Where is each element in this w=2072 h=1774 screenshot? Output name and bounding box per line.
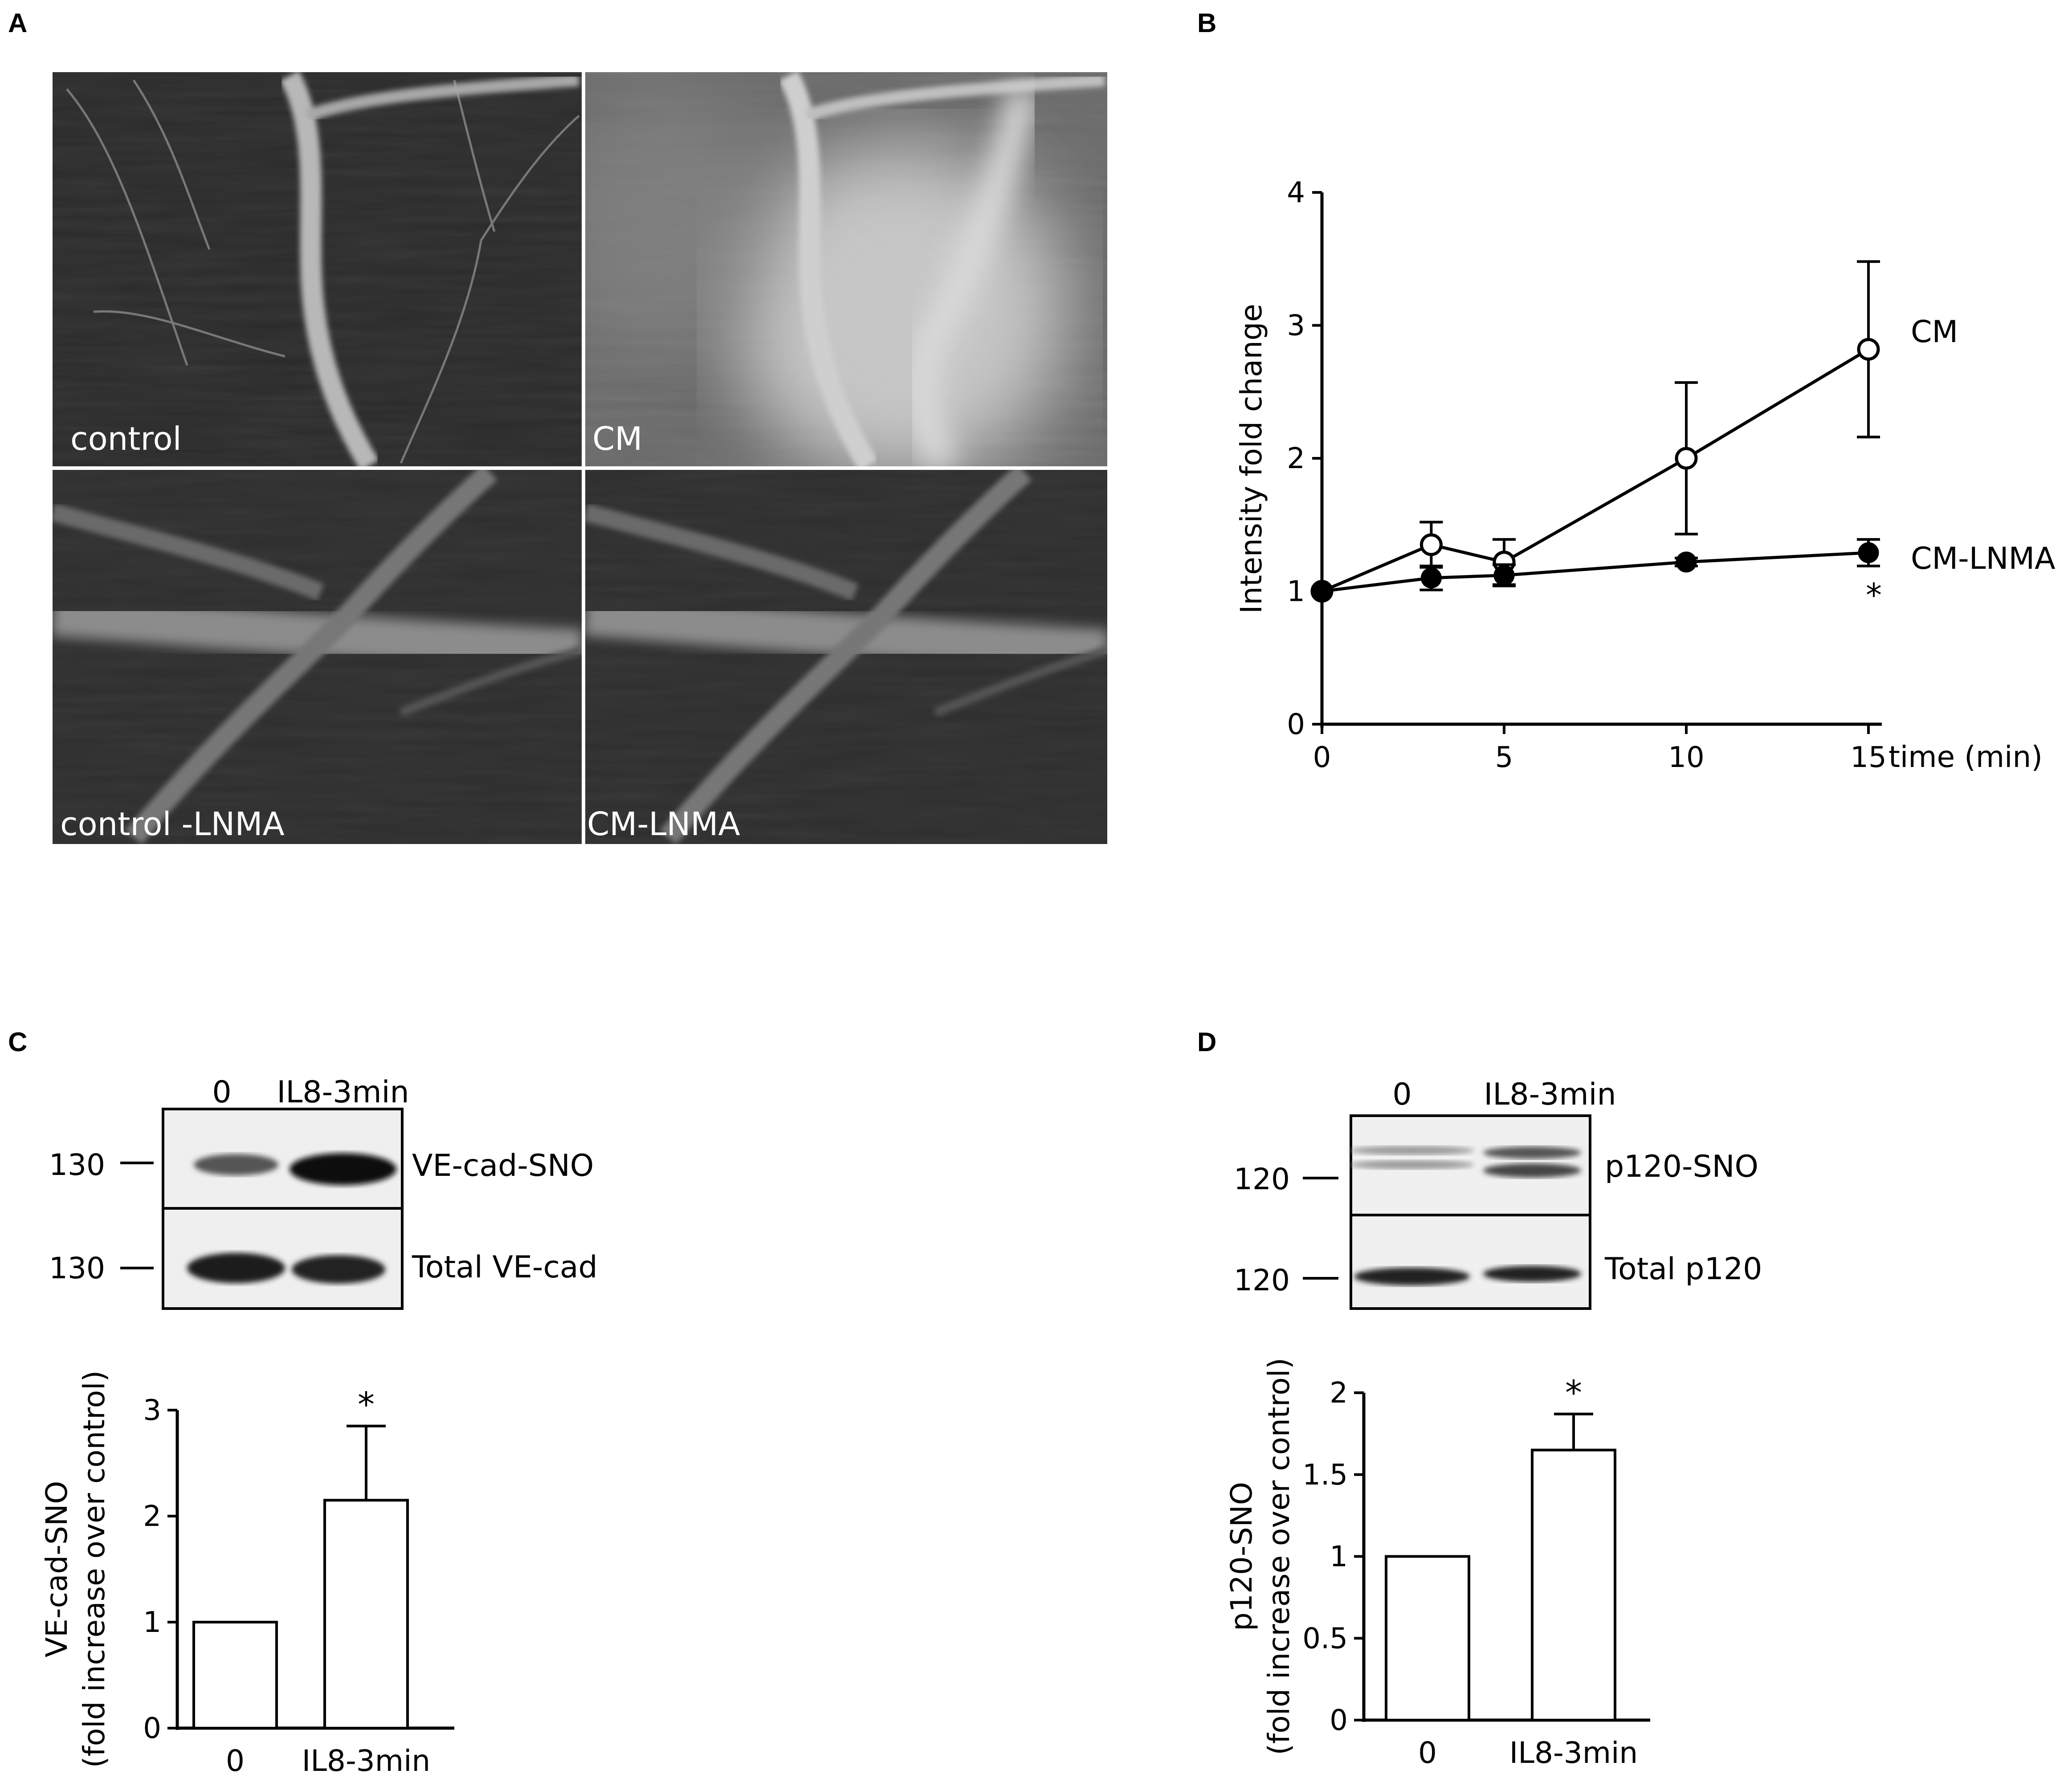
chart-b-point-1-0 xyxy=(1311,581,1333,602)
chart-b-point-0-4 xyxy=(1857,338,1880,361)
chart-b-point-0-1 xyxy=(1419,533,1443,556)
panel-letter-d: D xyxy=(1197,1027,1216,1057)
chart-b-xtick-label-1: 5 xyxy=(1495,741,1513,774)
chart-d-ytick-label-4: 2 xyxy=(1330,1377,1348,1410)
chart-b-xtick-label-2: 10 xyxy=(1668,741,1704,774)
chart-d-annotation: * xyxy=(1565,1373,1582,1412)
chart-b-line: 0 1 2 3 4 0 5 10 15 time (min) Intensity fold chan… xyxy=(1234,176,2056,774)
blot-c-lane-0: 0 xyxy=(212,1075,231,1110)
micrograph-grid: control CM control -LNMA xyxy=(51,70,1109,845)
blot-c-band-sno-0 xyxy=(194,1154,278,1175)
blot-c-marker-1: 130 xyxy=(49,1251,105,1285)
blot-c-band-total-1 xyxy=(292,1255,385,1284)
chart-b-point-1-2 xyxy=(1493,565,1515,586)
blot-d-lane-1: IL8-3min xyxy=(1484,1077,1616,1112)
chart-b-ytick-label-2: 2 xyxy=(1287,442,1305,475)
chart-c-ylabel-line-1: (fold increase over control) xyxy=(77,1370,111,1768)
chart-b-line-0 xyxy=(1321,348,1869,593)
blot-c-marker-0: 130 xyxy=(49,1148,105,1182)
chart-d-ytick-label-1: 0.5 xyxy=(1302,1622,1348,1655)
panel-letter-a: A xyxy=(8,8,27,38)
chart-c-xtick-label-1: IL8-3min xyxy=(302,1744,431,1774)
chart-b-xlabel: time (min) xyxy=(1888,740,2043,774)
chart-b-ytick-label-0: 0 xyxy=(1287,708,1305,741)
chart-c-bar-1 xyxy=(323,1499,409,1730)
micrograph-cm: CM xyxy=(585,72,1107,466)
chart-b-series-label-0: CM xyxy=(1911,314,1958,350)
blot-c-row-label-1: Total VE-cad xyxy=(412,1250,598,1285)
blot-c: 0 IL8-3min 130 130 VE-cad-SNO Total VE-c… xyxy=(49,1075,598,1310)
panel-letter-b: B xyxy=(1197,8,1216,38)
chart-b-line-1 xyxy=(1322,551,1869,593)
chart-b-point-0-3 xyxy=(1675,447,1698,470)
micrograph-control: control xyxy=(53,72,582,466)
chart-c-bar: 0 1 2 3 0 IL8-3min * VE-cad-SNO (fold increase o… xyxy=(40,1370,454,1774)
chart-c-ylabel-line-0: VE-cad-SNO xyxy=(40,1481,74,1657)
blot-d-band-sno-0a xyxy=(1350,1146,1474,1155)
chart-d-ytick-label-3: 1.5 xyxy=(1302,1459,1348,1492)
chart-c-ytick-label-3: 3 xyxy=(143,1394,161,1427)
blot-c-band-sno-1 xyxy=(290,1153,396,1185)
chart-b-point-1-4 xyxy=(1858,542,1879,563)
chart-b-xtick-label-3: 15 xyxy=(1850,741,1886,774)
chart-d-ytick-label-2: 1 xyxy=(1330,1541,1348,1574)
chart-c-annotation: * xyxy=(358,1385,375,1424)
blot-d-lane-0: 0 xyxy=(1392,1077,1411,1112)
chart-d-xtick-label-1: IL8-3min xyxy=(1509,1736,1638,1770)
chart-b-xtick-label-0: 0 xyxy=(1313,741,1331,774)
chart-b-annotation: * xyxy=(1866,576,1882,614)
chart-b-point-1-3 xyxy=(1676,551,1697,573)
blot-d-band-total-1 xyxy=(1483,1266,1581,1282)
blot-c-lane-1: IL8-3min xyxy=(277,1075,409,1110)
blot-d-band-sno-1a xyxy=(1483,1146,1581,1159)
blot-d-band-sno-1b xyxy=(1483,1163,1581,1178)
chart-b-ytick-label-3: 3 xyxy=(1287,310,1305,343)
chart-c-bar-0 xyxy=(192,1621,278,1729)
micrograph-cm-lnma: CM-LNMA xyxy=(585,470,1107,844)
chart-d-bar-0 xyxy=(1385,1555,1470,1721)
blot-d-marker-1: 120 xyxy=(1234,1263,1290,1297)
chart-b-ytick-label-1: 1 xyxy=(1287,575,1305,608)
chart-d-ylabel-line-1: (fold increase over control) xyxy=(1262,1358,1296,1755)
chart-d-ylabel-line-0: p120-SNO xyxy=(1224,1482,1259,1631)
blot-d-marker-0: 120 xyxy=(1234,1162,1290,1196)
caption-cm: CM xyxy=(592,420,642,457)
chart-c-ytick-label-0: 0 xyxy=(143,1712,161,1745)
caption-control: control xyxy=(70,420,182,457)
chart-b-series-label-1: CM-LNMA xyxy=(1911,541,2056,576)
chart-c-ytick-label-2: 2 xyxy=(143,1500,161,1533)
panel-letter-c: C xyxy=(8,1027,27,1057)
blot-c-row-label-0: VE-cad-SNO xyxy=(412,1148,594,1183)
blot-d: 0 IL8-3min 120 120 p120-SNO Total p120 xyxy=(1234,1077,1762,1310)
blot-d-row-label-1: Total p120 xyxy=(1604,1252,1762,1287)
chart-d-bar-1 xyxy=(1531,1448,1616,1721)
micrograph-control-lnma: control -LNMA xyxy=(53,470,582,844)
blot-d-row-label-0: p120-SNO xyxy=(1605,1149,1758,1184)
blot-c-band-total-0 xyxy=(187,1253,285,1283)
chart-b-ytick-label-4: 4 xyxy=(1287,176,1305,209)
chart-c-xtick-label-0: 0 xyxy=(226,1744,245,1774)
chart-b-point-1-1 xyxy=(1420,567,1442,589)
chart-c-ytick-label-1: 1 xyxy=(143,1606,161,1639)
blot-d-band-total-0 xyxy=(1354,1268,1470,1285)
chart-b-ylabel: Intensity fold change xyxy=(1234,304,1268,614)
chart-d-ytick-label-0: 0 xyxy=(1330,1704,1348,1737)
caption-control-lnma: control -LNMA xyxy=(60,805,285,843)
chart-d-xtick-label-0: 0 xyxy=(1418,1736,1437,1770)
blot-d-band-sno-0b xyxy=(1350,1160,1474,1169)
chart-d-bar: 0 0.5 1 1.5 2 0 IL8-3min * p120-SNO (fold increas… xyxy=(1224,1358,1650,1770)
caption-cm-lnma: CM-LNMA xyxy=(587,805,740,843)
